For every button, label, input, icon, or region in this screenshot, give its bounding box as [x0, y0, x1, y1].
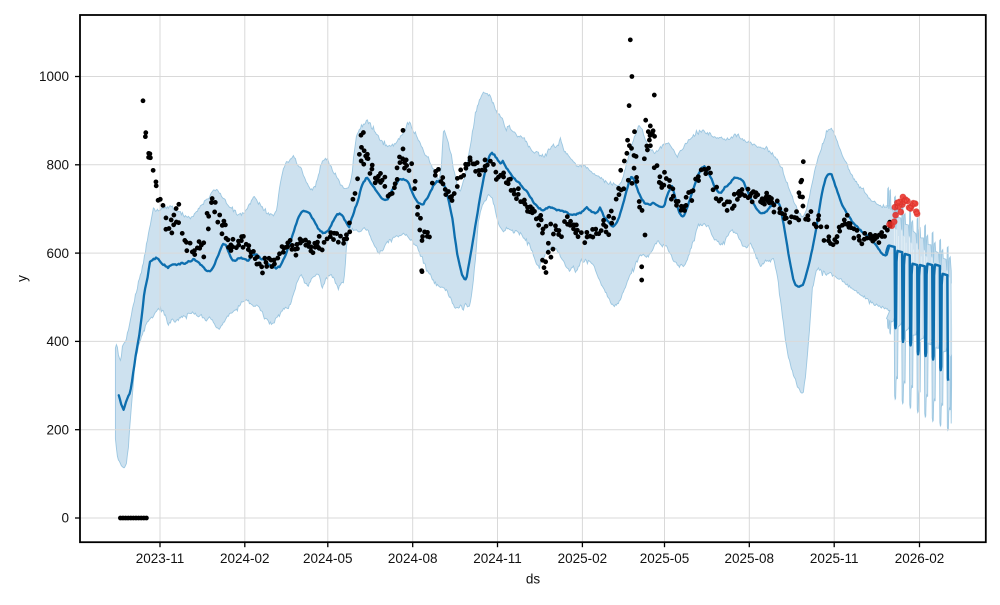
svg-text:2024-02: 2024-02 — [220, 551, 270, 566]
svg-text:2025-11: 2025-11 — [810, 551, 859, 566]
svg-text:800: 800 — [46, 158, 69, 173]
svg-text:2024-08: 2024-08 — [388, 551, 438, 566]
svg-text:0: 0 — [61, 511, 69, 526]
svg-text:2024-11: 2024-11 — [473, 551, 522, 566]
svg-text:2025-05: 2025-05 — [640, 551, 690, 566]
svg-text:2026-02: 2026-02 — [895, 551, 945, 566]
svg-text:y: y — [15, 275, 30, 282]
svg-text:600: 600 — [46, 246, 69, 261]
svg-text:400: 400 — [46, 334, 69, 349]
svg-text:2023-11: 2023-11 — [136, 551, 185, 566]
svg-text:1000: 1000 — [39, 69, 69, 84]
svg-text:2025-08: 2025-08 — [725, 551, 775, 566]
svg-text:200: 200 — [46, 422, 69, 437]
svg-text:2025-02: 2025-02 — [558, 551, 608, 566]
svg-text:ds: ds — [526, 572, 541, 587]
svg-text:2024-05: 2024-05 — [303, 551, 353, 566]
